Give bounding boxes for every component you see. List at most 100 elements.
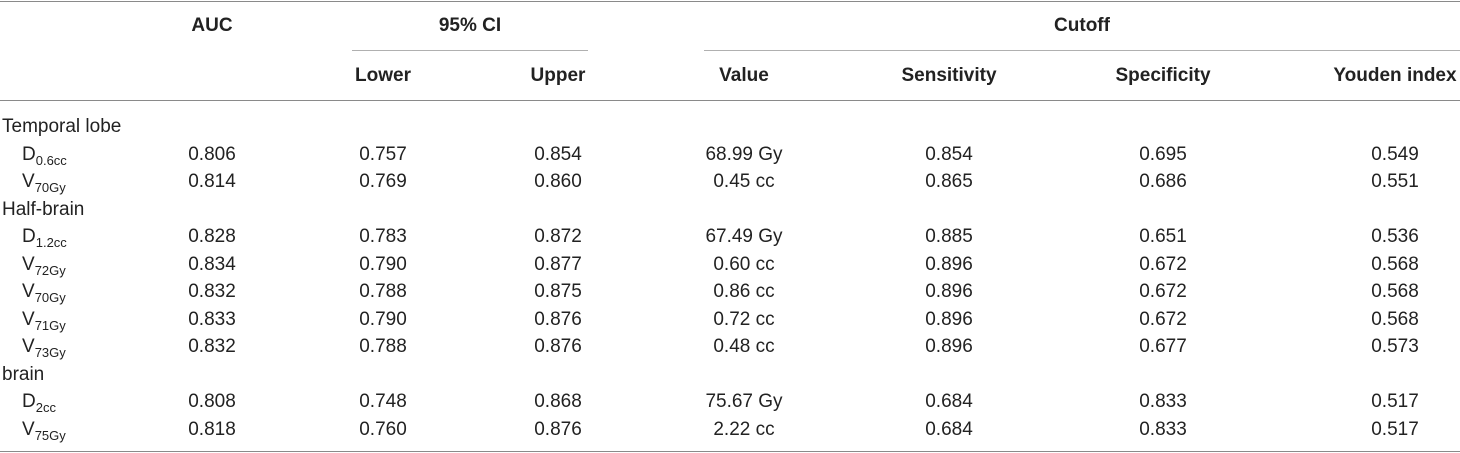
parameter-base: V bbox=[22, 308, 35, 330]
header-auc: AUC bbox=[191, 15, 233, 36]
cell-value: 0.72 cc bbox=[713, 308, 775, 330]
cell-youden: 0.517 bbox=[1371, 391, 1419, 412]
cell-youden: 0.573 bbox=[1371, 336, 1419, 357]
parameter-subscript: 70Gy bbox=[34, 290, 66, 305]
group-label: Half-brain bbox=[2, 198, 85, 220]
cell-lower: 0.790 bbox=[359, 308, 407, 330]
header-ci: 95% CI bbox=[438, 15, 502, 36]
parameter-subscript: 70Gy bbox=[34, 180, 66, 195]
cell-upper: 0.860 bbox=[534, 171, 582, 192]
parameter-base: D bbox=[22, 143, 36, 165]
row-parameter: V73Gy bbox=[22, 336, 66, 360]
cell-value: 67.49 Gy bbox=[705, 226, 783, 247]
cell-youden: 0.568 bbox=[1371, 308, 1419, 330]
cell-sensitivity: 0.896 bbox=[925, 308, 973, 330]
cell-auc: 0.814 bbox=[188, 171, 236, 192]
row-parameter: V72Gy bbox=[22, 253, 66, 278]
parameter-subscript: 0.6cc bbox=[35, 152, 67, 168]
header-upper: Upper bbox=[530, 65, 586, 86]
cell-youden: 0.536 bbox=[1371, 226, 1419, 247]
header-sensitivity: Sensitivity bbox=[901, 65, 997, 86]
cell-youden: 0.517 bbox=[1371, 418, 1419, 440]
row-parameter: V70Gy bbox=[22, 281, 66, 305]
cell-value: 68.99 Gy bbox=[705, 143, 783, 165]
cell-lower: 0.769 bbox=[359, 171, 407, 192]
row-parameter: V75Gy bbox=[22, 418, 66, 443]
cell-auc: 0.818 bbox=[188, 418, 236, 440]
header-cutoff: Cutoff bbox=[1054, 15, 1110, 36]
cell-youden: 0.549 bbox=[1371, 143, 1419, 165]
row-parameter: V71Gy bbox=[22, 308, 66, 333]
cell-auc: 0.828 bbox=[188, 226, 236, 247]
row-parameter: D1.2cc bbox=[22, 226, 67, 250]
cell-sensitivity: 0.854 bbox=[925, 143, 973, 165]
header-youden: Youden index bbox=[1333, 65, 1457, 86]
parameter-subscript: 2cc bbox=[35, 400, 56, 415]
cell-lower: 0.790 bbox=[359, 253, 407, 275]
cell-auc: 0.808 bbox=[188, 391, 236, 412]
table-top-rule bbox=[0, 1, 1460, 2]
cell-auc: 0.833 bbox=[188, 308, 236, 330]
parameter-subscript: 71Gy bbox=[34, 317, 66, 333]
parameter-base: V bbox=[22, 418, 35, 440]
cell-youden: 0.551 bbox=[1371, 171, 1419, 192]
cell-youden: 0.568 bbox=[1371, 281, 1419, 302]
cell-upper: 0.868 bbox=[534, 391, 582, 412]
cell-specificity: 0.651 bbox=[1139, 226, 1187, 247]
row-parameter: D0.6cc bbox=[22, 143, 67, 168]
parameter-subscript: 72Gy bbox=[34, 262, 66, 278]
cell-upper: 0.854 bbox=[534, 143, 582, 165]
cell-value: 0.86 cc bbox=[713, 281, 775, 302]
parameter-base: D bbox=[22, 391, 36, 412]
cell-lower: 0.783 bbox=[359, 226, 407, 247]
row-parameter: D2cc bbox=[22, 391, 56, 415]
cell-lower: 0.788 bbox=[359, 336, 407, 357]
cell-specificity: 0.672 bbox=[1139, 253, 1187, 275]
cell-value: 0.60 cc bbox=[713, 253, 775, 275]
parameter-base: D bbox=[22, 226, 36, 247]
cell-youden: 0.568 bbox=[1371, 253, 1419, 275]
cell-value: 0.45 cc bbox=[713, 171, 775, 192]
cell-sensitivity: 0.885 bbox=[925, 226, 973, 247]
cell-upper: 0.872 bbox=[534, 226, 582, 247]
cell-lower: 0.760 bbox=[359, 418, 407, 440]
cell-sensitivity: 0.896 bbox=[925, 336, 973, 357]
parameter-subscript: 73Gy bbox=[34, 345, 66, 360]
header-value: Value bbox=[719, 65, 769, 86]
group-label: Temporal lobe bbox=[2, 116, 122, 137]
cell-specificity: 0.833 bbox=[1139, 418, 1187, 440]
cell-auc: 0.834 bbox=[188, 253, 236, 275]
cell-lower: 0.748 bbox=[359, 391, 407, 412]
cell-upper: 0.877 bbox=[534, 253, 582, 275]
parameter-base: V bbox=[22, 171, 35, 192]
parameter-base: V bbox=[22, 253, 35, 275]
cell-value: 0.48 cc bbox=[713, 336, 775, 357]
parameter-base: V bbox=[22, 336, 35, 357]
cell-upper: 0.876 bbox=[534, 308, 582, 330]
table-bottom-rule bbox=[0, 451, 1460, 452]
cell-specificity: 0.677 bbox=[1139, 336, 1187, 357]
header-lower: Lower bbox=[355, 65, 411, 86]
cell-specificity: 0.833 bbox=[1139, 391, 1187, 412]
ci-header-rule bbox=[352, 50, 588, 51]
cell-sensitivity: 0.896 bbox=[925, 253, 973, 275]
parameter-subscript: 1.2cc bbox=[35, 235, 67, 250]
cell-lower: 0.757 bbox=[359, 143, 407, 165]
cell-specificity: 0.672 bbox=[1139, 308, 1187, 330]
cell-sensitivity: 0.684 bbox=[925, 418, 973, 440]
cell-value: 2.22 cc bbox=[713, 418, 775, 440]
cell-auc: 0.832 bbox=[188, 281, 236, 302]
cell-sensitivity: 0.684 bbox=[925, 391, 973, 412]
cell-upper: 0.876 bbox=[534, 418, 582, 440]
cell-sensitivity: 0.896 bbox=[925, 281, 973, 302]
cell-specificity: 0.695 bbox=[1139, 143, 1187, 165]
cell-upper: 0.876 bbox=[534, 336, 582, 357]
cell-auc: 0.806 bbox=[188, 143, 236, 165]
cell-specificity: 0.672 bbox=[1139, 281, 1187, 302]
header-bottom-rule bbox=[0, 100, 1460, 101]
cell-upper: 0.875 bbox=[534, 281, 582, 302]
parameter-base: V bbox=[22, 281, 35, 302]
cell-lower: 0.788 bbox=[359, 281, 407, 302]
cell-value: 75.67 Gy bbox=[705, 391, 783, 412]
